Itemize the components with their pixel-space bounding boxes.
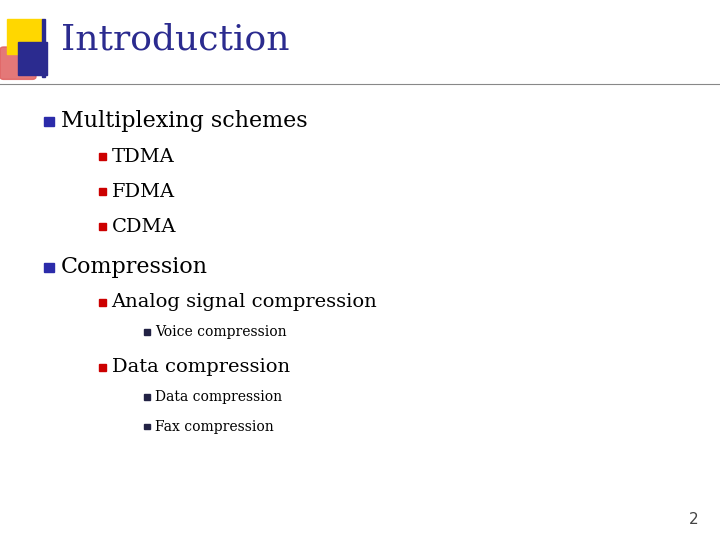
Bar — [18, 42, 47, 75]
Bar — [99, 153, 106, 160]
Text: CDMA: CDMA — [112, 218, 176, 236]
Text: TDMA: TDMA — [112, 147, 174, 166]
FancyBboxPatch shape — [0, 47, 36, 79]
Text: Introduction: Introduction — [61, 23, 289, 57]
Bar — [42, 19, 45, 77]
Bar — [7, 19, 42, 54]
Bar — [145, 329, 150, 335]
Text: FDMA: FDMA — [112, 183, 175, 201]
Bar — [99, 299, 106, 306]
Bar — [45, 262, 54, 272]
Bar — [145, 424, 150, 429]
Bar — [99, 188, 106, 195]
Text: Compression: Compression — [61, 256, 208, 278]
Text: Voice compression: Voice compression — [155, 325, 287, 339]
Text: Multiplexing schemes: Multiplexing schemes — [61, 111, 308, 132]
Bar — [145, 394, 150, 400]
Text: Data compression: Data compression — [155, 390, 282, 404]
Text: Analog signal compression: Analog signal compression — [112, 293, 377, 312]
Bar — [45, 117, 54, 126]
Bar — [99, 223, 106, 231]
Bar — [99, 363, 106, 371]
Text: Data compression: Data compression — [112, 358, 289, 376]
Text: 2: 2 — [689, 511, 698, 526]
Text: Fax compression: Fax compression — [155, 420, 274, 434]
